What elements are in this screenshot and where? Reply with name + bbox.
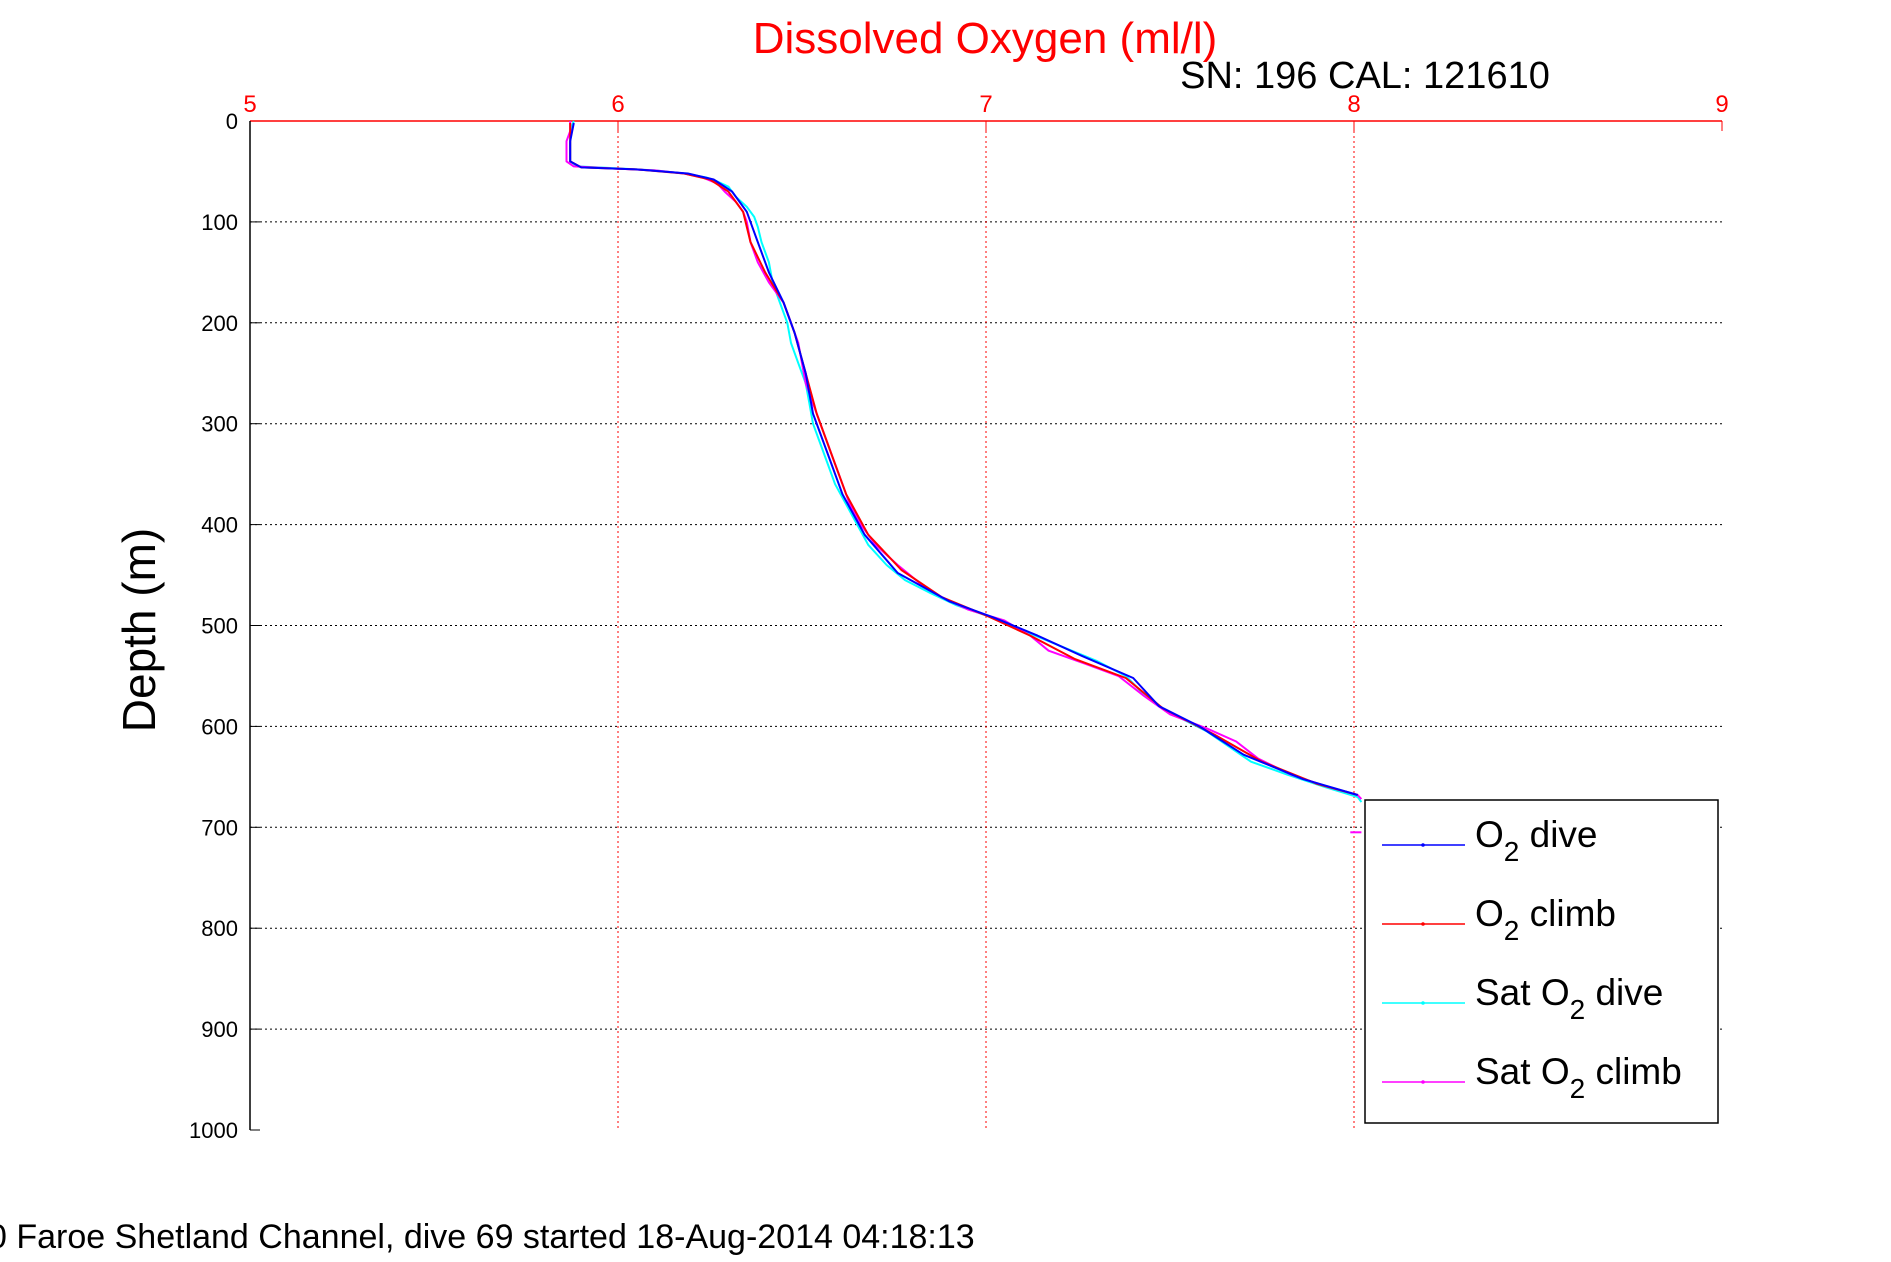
series-line xyxy=(569,122,1358,796)
y-tick-label: 100 xyxy=(201,210,238,235)
chart-subtitle: SN: 196 CAL: 121610 xyxy=(1180,55,1550,97)
footer-caption: 0 Faroe Shetland Channel, dive 69 starte… xyxy=(0,1218,975,1256)
legend-label: O2 climb xyxy=(1475,893,1616,946)
x-tick-label: 6 xyxy=(611,91,624,118)
x-tick-label: 9 xyxy=(1715,91,1728,118)
legend-label: Sat O2 climb xyxy=(1475,1051,1682,1104)
series-line xyxy=(569,123,1358,796)
legend-marker xyxy=(1421,843,1425,847)
legend-label: Sat O2 dive xyxy=(1475,972,1663,1025)
legend-marker xyxy=(1421,922,1425,926)
y-tick-label: 1000 xyxy=(189,1118,238,1143)
y-tick-label: 0 xyxy=(226,109,238,134)
series-line xyxy=(569,120,1363,803)
x-tick-label: 7 xyxy=(979,91,992,118)
axes-layer: 0 100 200 300 400 500 600 700 800 900 1000 5 6 7 8 9 xyxy=(189,91,1729,1143)
y-axis-label: Depth (m) xyxy=(113,528,165,732)
legend-box xyxy=(1364,799,1719,1124)
x-tick-label: 5 xyxy=(243,91,256,118)
y-tick-label: 300 xyxy=(201,412,238,437)
grid-layer xyxy=(250,121,1722,1130)
y-tick-label: 800 xyxy=(201,916,238,941)
y-tick-label: 200 xyxy=(201,311,238,336)
legend-marker xyxy=(1421,1080,1425,1084)
legend-label: O2 dive xyxy=(1475,814,1598,867)
series-layer xyxy=(565,120,1363,834)
y-tick-label: 600 xyxy=(201,714,238,739)
x-tick-label: 8 xyxy=(1347,91,1360,118)
legend-marker xyxy=(1421,1001,1425,1005)
chart-title: Dissolved Oxygen (ml/l) xyxy=(753,14,1218,63)
y-tick-label: 900 xyxy=(201,1017,238,1042)
y-tick-label: 500 xyxy=(201,614,238,639)
y-tick-label: 400 xyxy=(201,513,238,538)
legend: O2 dive O2 climb Sat O2 dive Sat O2 climb xyxy=(1364,799,1719,1124)
y-tick-label: 700 xyxy=(201,815,238,840)
series-line xyxy=(565,121,1363,800)
